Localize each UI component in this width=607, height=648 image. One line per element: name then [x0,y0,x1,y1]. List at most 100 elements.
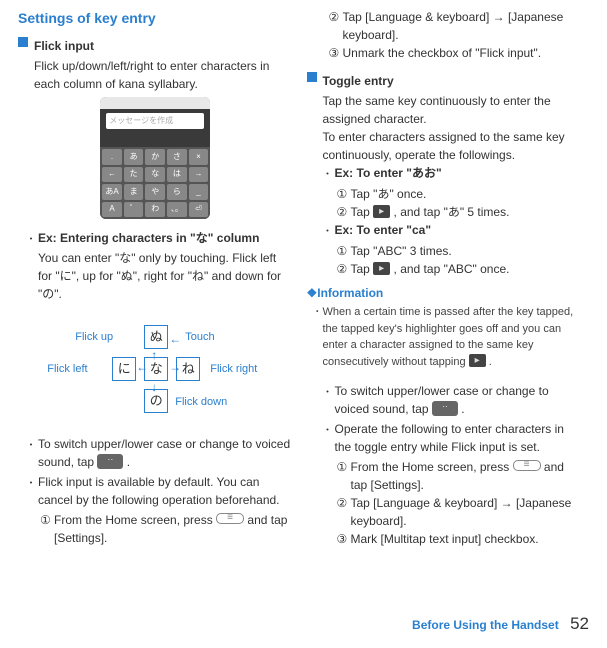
step-text: Tap "あ" once. [351,185,582,203]
info-text-a: When a certain time is passed after the … [323,306,574,368]
phone-input-field: メッセージを作成 [106,113,204,129]
right-column: ② Tap [Language & keyboard] → [Japanese … [307,8,596,636]
cursor-right-key-icon [373,262,390,275]
voiced-key-icon [432,401,458,416]
step-2: ② Tap [Language & keyboard] → [Japanese … [329,8,582,44]
flick-up-box: ぬ [144,325,168,349]
arrow-up-icon: ↑ [151,349,157,361]
b2-step3: ③ Mark [Multitap text input] checkbox. [337,530,582,548]
bullet-switch-case: ･ To switch upper/lower case or change t… [28,435,293,471]
ex2-row: ･ Ex: To enter "ca" [325,221,582,240]
step-text-a: From the Home screen, press [54,513,216,527]
bullet-default: ･ Flick input is available by default. Y… [28,473,293,509]
step-text-a: Tap [351,205,374,219]
step-number: ③ [337,530,351,548]
bullet-dot-icon: ･ [325,420,335,456]
info-text-b: . [489,356,492,368]
example-heading-row: ･ Ex: Entering characters in "な" column … [28,229,293,303]
flick-left-label: Flick left [47,361,87,378]
step-number: ① [337,185,351,203]
bullet-text-b: . [461,402,464,416]
bullet-dot-icon: ･ [325,164,335,183]
bullet-dot-icon: ･ [28,229,38,303]
bullet-text-a: To switch upper/lower case or change to … [38,437,290,469]
menu-key-icon [216,513,244,524]
arrow-touch-icon: ← [169,333,181,345]
step-1: ① From the Home screen, press and tap [S… [40,511,293,547]
touch-label: Touch [185,329,214,346]
information-heading: ❖Information [307,284,582,302]
step-number: ① [337,242,351,260]
phone-keyboard: .あかさ× ←たなは→ あAまやら_ A゛わ、。⏎ [100,147,210,219]
phone-statusbar [100,97,210,109]
b2-step2: ② Tap [Language & keyboard] → [Japanese … [337,494,582,530]
step-text-b: , and tap "ABC" once. [394,262,510,276]
step-text-a: From the Home screen, press [351,460,513,474]
information-body: ･ When a certain time is passed after th… [315,304,582,370]
bullet2-switch-case: ･ To switch upper/lower case or change t… [325,382,582,418]
cursor-right-key-icon [373,205,390,218]
step-text: From the Home screen, press and tap [Set… [351,458,582,494]
step-number: ② [337,494,351,530]
flick-left-box: に [112,357,136,381]
arrow-right-icon: → [169,361,181,373]
ex2-heading: Ex: To enter "ca" [335,223,432,237]
example-heading: Ex: Entering characters in "な" column [38,231,259,245]
bullet2-operate: ･ Operate the following to enter charact… [325,420,582,456]
ex1-row: ･ Ex: To enter "あお" [325,164,582,183]
bullet-text: To switch upper/lower case or change to … [38,435,293,471]
page-footer: Before Using the Handset 52 [412,611,589,637]
step-3: ③ Unmark the checkbox of "Flick input". [329,44,582,62]
square-bullet-icon [18,37,28,47]
toggle-body-1: Tap the same key continuously to enter t… [323,92,582,128]
step-number: ② [337,203,351,221]
arrow-down-icon: ↓ [151,381,157,393]
step-text: Tap "ABC" 3 times. [351,242,582,260]
example-body: You can enter "な" only by touching. Flic… [38,249,293,303]
voiced-key-icon [97,454,123,469]
bullet-text: Flick input is available by default. You… [38,473,293,509]
ex2-step2: ② Tap , and tap "ABC" once. [337,260,582,278]
arrow-left-icon: ← [136,361,148,373]
toggle-heading: Toggle entry [323,72,582,90]
bullet-text-b: . [127,455,130,469]
ex1-heading: Ex: To enter "あお" [335,166,442,180]
step-number: ② [329,8,343,44]
bullet-dot-icon: ･ [325,382,335,418]
flick-input-heading: Flick input [34,37,293,55]
page-number: 52 [570,614,589,633]
page: Settings of key entry Flick input Flick … [0,0,607,640]
step-text-b: , and tap "あ" 5 times. [394,205,510,219]
flick-up-label: Flick up [75,329,113,346]
square-bullet-icon [307,72,317,82]
flick-right-label: Flick right [210,361,257,378]
b2-step1: ① From the Home screen, press and tap [S… [337,458,582,494]
step-number: ① [40,511,54,547]
step-text-a: Tap [351,262,374,276]
section-title: Settings of key entry [18,8,293,29]
toggle-entry-block: Toggle entry Tap the same key continuous… [307,72,582,164]
flick-down-label: Flick down [175,394,227,411]
bullet-text: To switch upper/lower case or change to … [335,382,582,418]
phone-screenshot: メッセージを作成 .あかさ× ←たなは→ あAまやら_ A゛わ、。⏎ [100,97,210,219]
step-text: Tap , and tap "あ" 5 times. [351,203,582,221]
bullet-dot-icon: ･ [28,435,38,471]
toggle-body-2: To enter characters assigned to the same… [323,128,582,164]
step-text: Tap [Language & keyboard] → [Japanese ke… [343,8,582,44]
step-text: Mark [Multitap text input] checkbox. [351,530,582,548]
cursor-right-key-icon [469,354,486,367]
footer-label: Before Using the Handset [412,618,559,632]
left-column: Settings of key entry Flick input Flick … [18,8,307,636]
flick-input-body: Flick up/down/left/right to enter charac… [34,57,293,93]
step-number: ③ [329,44,343,62]
step-number: ① [337,458,351,494]
step-text: From the Home screen, press and tap [Set… [54,511,293,547]
bullet-dot-icon: ･ [28,473,38,509]
menu-key-icon [513,460,541,471]
ex2-step1: ① Tap "ABC" 3 times. [337,242,582,260]
step-text: Unmark the checkbox of "Flick input". [343,44,582,62]
step-text: Tap [Language & keyboard] → [Japanese ke… [351,494,582,530]
bullet-dot-icon: ･ [325,221,335,240]
step-text: Tap , and tap "ABC" once. [351,260,582,278]
ex1-step2: ② Tap , and tap "あ" 5 times. [337,203,582,221]
